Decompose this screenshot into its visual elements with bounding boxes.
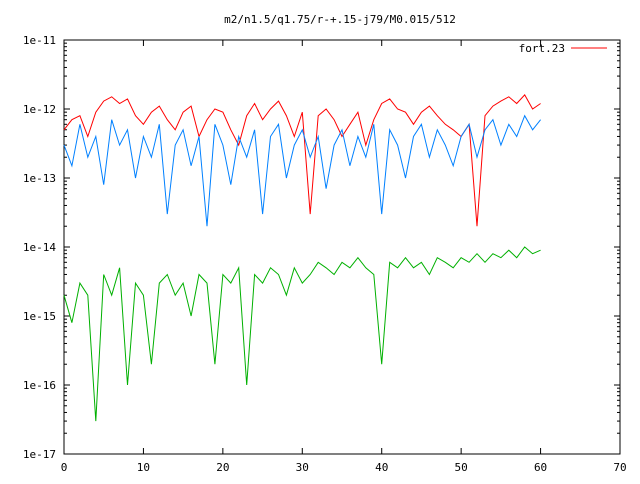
legend-label-fort-23: fort.23: [519, 42, 565, 55]
x-tick-label: 60: [534, 461, 547, 474]
series-layer: [63, 94, 541, 422]
plot-frame: [63, 39, 621, 455]
x-tick-label: 30: [296, 461, 309, 474]
x-axis: 0 10 20 30 40 50 60 70: [61, 40, 627, 474]
series-line-1: [63, 94, 541, 227]
x-tick-label: 0: [61, 461, 68, 474]
x-tick-label: 40: [375, 461, 388, 474]
y-tick-label: 1e-11: [23, 34, 56, 47]
series-line-2: [63, 114, 541, 227]
x-tick-label: 50: [455, 461, 468, 474]
x-tick-label: 10: [137, 461, 150, 474]
series-line-3: [63, 246, 541, 422]
y-tick-label: 1e-13: [23, 172, 56, 185]
y-tick-label: 1e-15: [23, 310, 56, 323]
x-tick-label: 70: [613, 461, 626, 474]
y-tick-label: 1e-16: [23, 379, 56, 392]
y-tick-label: 1e-14: [23, 241, 56, 254]
y-tick-label: 1e-17: [23, 448, 56, 461]
x-tick-label: 20: [216, 461, 229, 474]
chart-title: m2/n1.5/q1.75/r-+.15-j79/M0.015/512: [224, 13, 456, 26]
y-axis: 1e-17 1e-16 1e-15 1e-14 1e-13 1e-12 1e-11: [23, 34, 620, 461]
legend: fort.23: [519, 42, 607, 55]
y-tick-label: 1e-12: [23, 103, 56, 116]
